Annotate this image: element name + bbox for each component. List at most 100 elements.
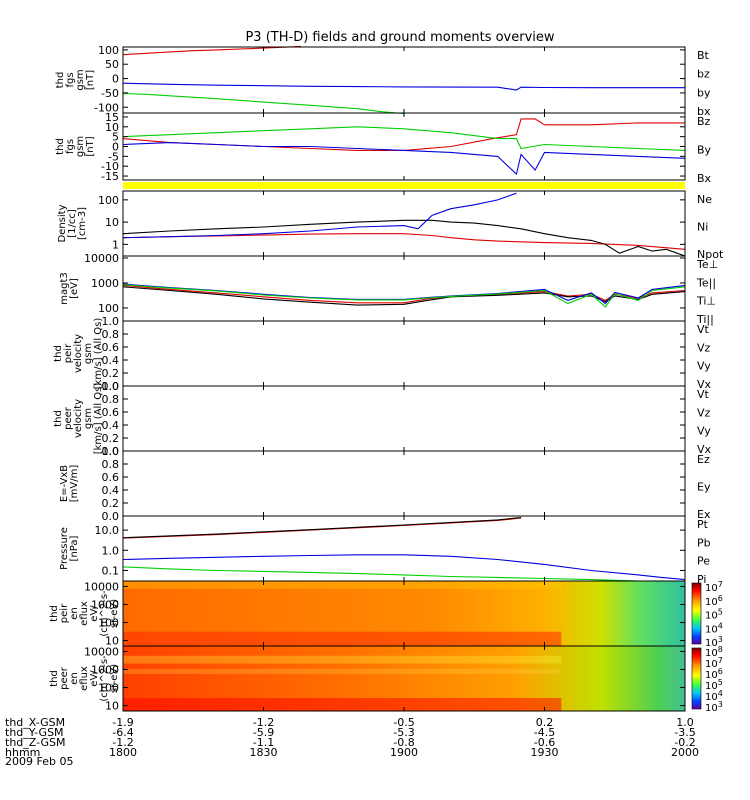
y-axis-label: en (69, 607, 80, 620)
series-Npot-line (122, 192, 517, 239)
y-axis-label: velocity (73, 399, 84, 438)
footer-tick-value: -0.8 (393, 736, 414, 749)
footer-tick-value: -4.5 (534, 726, 555, 739)
y-axis-label: eV/ (89, 670, 100, 687)
yellow-band (123, 182, 685, 189)
y-axis-label: Pressure (59, 527, 70, 570)
y-tick-label: 1000 (91, 663, 119, 676)
colorbar-scale (691, 647, 702, 710)
y-tick-label: 10.0 (95, 524, 120, 537)
y-tick-label: 0.0 (102, 510, 120, 523)
panel-frame (122, 190, 686, 257)
y-axis-label: [eV] (69, 278, 80, 299)
legend-Ni: Ni (697, 221, 708, 234)
y-tick-label: -50 (101, 87, 119, 100)
y-tick-label: 100 (98, 194, 119, 207)
series-by-line (122, 92, 405, 115)
series-Pi-line (122, 554, 686, 581)
legend-Vz: Vz (697, 406, 711, 419)
y-axis-label: [km/s] (All Qs) (93, 383, 104, 455)
colorbar-label: 107 (705, 580, 723, 594)
figure-title: P3 (TH-D) fields and ground moments over… (245, 30, 554, 45)
colorbar-label: 105 (705, 608, 723, 622)
legend-Vy: Vy (697, 360, 711, 373)
y-axis-label: eV/ (89, 605, 100, 622)
y-axis-label: en (69, 672, 80, 685)
legend-Pt: Pt (697, 518, 709, 531)
y-tick-label: 5 (112, 131, 119, 144)
legend-Ne: Ne (697, 193, 712, 206)
series-By-line (122, 126, 686, 151)
y-axis-label: [1/cc] (67, 209, 78, 238)
legend-Npot: Npot (697, 248, 724, 261)
footer-row-label: thd_Z-GSM (5, 736, 65, 749)
y-tick-label: 1.0 (102, 380, 120, 393)
colorbar-label: 104 (705, 621, 723, 635)
spectrogram-band (123, 668, 562, 674)
colorbar-exponent: 3 (718, 700, 723, 709)
y-tick-label: 0.4 (102, 419, 120, 432)
footer-tick-value: -6.4 (112, 726, 133, 739)
footer-tick-value: 2000 (671, 746, 699, 759)
legend-Pb: Pb (697, 536, 711, 549)
y-tick-label: 100 (98, 617, 119, 630)
panel-frame (122, 320, 686, 387)
y-axis-label: fgs (65, 139, 76, 154)
legend-Vt: Vt (697, 388, 710, 401)
colorbar-exponent: 8 (718, 645, 723, 654)
legend-Vy: Vy (697, 425, 711, 438)
y-axis-label: [nPa] (69, 535, 80, 561)
y-tick-label: 0.2 (102, 367, 120, 380)
series-Pt-line (122, 516, 522, 539)
series-Ti-line (122, 284, 686, 308)
legend-Ti: Ti⊥ (696, 295, 716, 308)
panel-pressure: 10.0 1.0 0.1 Pressure [nPa] Pt Pb Pe Pi (59, 515, 711, 586)
colorbar-exponent: 7 (718, 580, 723, 589)
legend-by: by (697, 86, 711, 99)
y-tick-label: 100 (98, 302, 119, 315)
y-axis-label: gsm (75, 136, 86, 157)
y-tick-label: 1.0 (102, 544, 120, 557)
y-tick-label: 10 (105, 635, 119, 648)
colorbar-label: 106 (705, 594, 723, 608)
footer-tick-value: -0.2 (674, 736, 695, 749)
legend-Pe: Pe (697, 555, 710, 568)
footer-row-label: thd_X-GSM (5, 716, 65, 729)
y-tick-label: 10 (105, 121, 119, 134)
y-axis-label: thd (49, 605, 60, 622)
y-tick-label: 10 (105, 700, 119, 713)
y-axis-label: peir (63, 343, 74, 363)
series-bz-line (122, 45, 302, 56)
legend-Bz: Bz (697, 115, 711, 128)
y-axis-label: thd (49, 670, 60, 687)
y-axis-label: eflux (79, 666, 90, 691)
y-tick-label: 50 (105, 58, 119, 71)
y-axis-label: magt3 (59, 272, 70, 305)
y-tick-label: 15 (105, 111, 119, 124)
legend-Pi: Pi (697, 573, 706, 586)
footer-tick-value: -1.1 (253, 736, 274, 749)
y-tick-label: 0.6 (102, 406, 120, 419)
y-tick-label: 0.8 (102, 328, 120, 341)
y-axis-label: velocity (73, 334, 84, 373)
colorbar-exponent: 3 (718, 635, 723, 644)
legend-Te: Te⊥ (696, 258, 718, 271)
panel-frame (122, 255, 686, 322)
y-tick-label: 10000 (84, 580, 119, 593)
y-tick-label: 0.0 (102, 380, 120, 393)
colorbar-label: 103 (705, 700, 723, 714)
legend-Ti: Ti|| (696, 313, 714, 326)
footer-tick-value: -5.3 (393, 726, 414, 739)
series-Bx-line (122, 142, 686, 176)
y-tick-label: 1.0 (102, 315, 120, 328)
footer-tick-value: -1.2 (253, 716, 274, 729)
y-tick-label: 1000 (91, 598, 119, 611)
y-axis-label: sr-eV) (109, 599, 120, 628)
